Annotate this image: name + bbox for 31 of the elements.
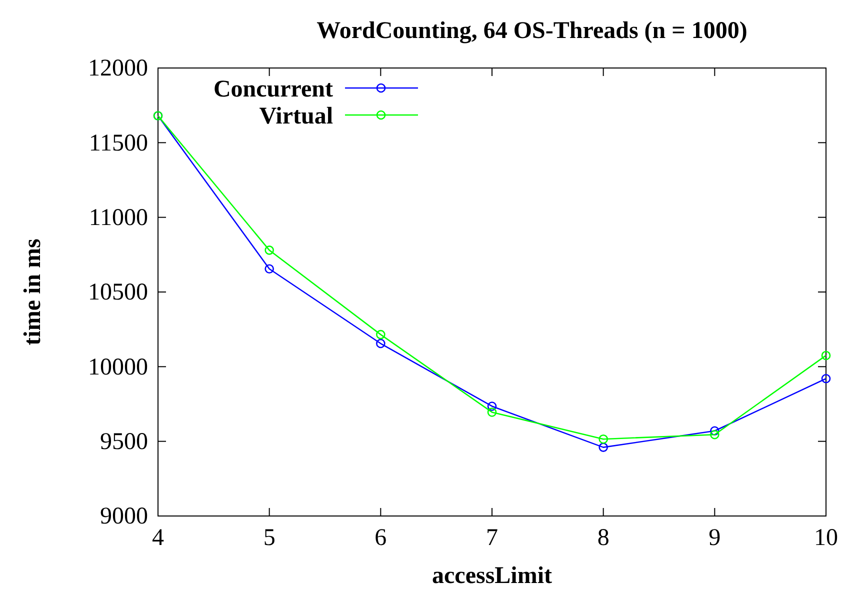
x-tick-label: 9: [708, 525, 721, 552]
x-tick-label: 4: [152, 525, 164, 552]
y-tick-label: 11000: [88, 205, 148, 232]
x-tick-label: 10: [814, 525, 838, 552]
chart-title: WordCounting, 64 OS-Threads (n = 1000): [316, 18, 748, 44]
y-tick-label: 11500: [88, 130, 148, 156]
point: [264, 246, 274, 255]
x-tick-label: 6: [374, 525, 387, 552]
point: [821, 374, 831, 384]
x-tick-label: 5: [263, 525, 276, 552]
point: [487, 408, 497, 417]
y-tick-label: 10500: [88, 280, 148, 306]
y-tick-label: 9500: [100, 429, 148, 456]
point: [598, 442, 608, 452]
point: [710, 426, 720, 436]
point: [487, 402, 497, 411]
y-tick-label: 9000: [100, 504, 148, 530]
x-tick-label: 7: [486, 525, 498, 552]
x-axis-title: accessLimit: [432, 563, 552, 589]
point: [598, 434, 608, 444]
legend-label: Concurrent: [213, 76, 334, 102]
y-axis-title: time in ms: [20, 238, 46, 346]
point: [710, 430, 720, 440]
point: [821, 350, 831, 360]
y-tick-label: 10000: [88, 354, 148, 380]
point: [264, 264, 274, 274]
legend-label: Virtual: [259, 103, 334, 130]
y-tick-label: 12000: [88, 56, 148, 82]
x-tick-label: 8: [597, 525, 610, 552]
point: [376, 338, 386, 348]
point: [376, 330, 386, 340]
